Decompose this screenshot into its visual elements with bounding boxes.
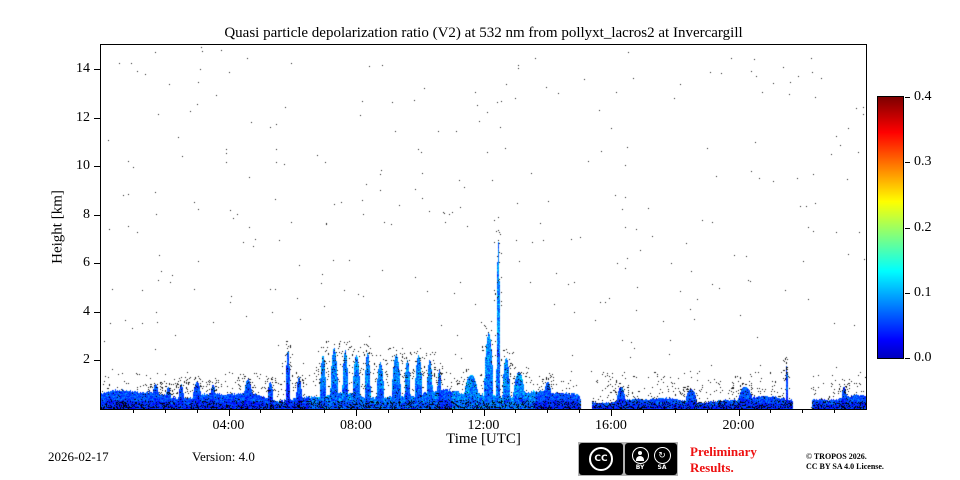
x-tick-mark [483, 410, 485, 416]
x-minor-tick-mark [196, 410, 198, 413]
x-minor-tick-mark [834, 410, 836, 413]
x-tick-label: 12:00 [467, 418, 500, 433]
x-tick-mark [738, 410, 740, 416]
x-minor-tick-mark [802, 410, 804, 413]
x-minor-tick-mark [579, 410, 581, 413]
x-minor-tick-mark [132, 410, 134, 413]
y-tick-mark [94, 263, 100, 265]
preliminary-line1: Preliminary [690, 444, 757, 459]
copyright-line1: © TROPOS 2026. [806, 452, 867, 461]
plot-area [100, 44, 867, 410]
y-tick-mark [94, 69, 100, 71]
cc-by-icon [631, 447, 649, 464]
colorbar-tick-mark [905, 227, 910, 229]
x-minor-tick-mark [164, 410, 166, 413]
x-tick-mark [356, 410, 357, 416]
cc-license-badge: CC BY ↻ SA [578, 442, 678, 476]
x-minor-tick-mark [419, 410, 421, 413]
preliminary-results-note: Preliminary Results. [690, 444, 757, 476]
x-minor-tick-mark [770, 410, 772, 413]
x-tick-label: 16:00 [595, 418, 627, 433]
y-tick-label: 14 [76, 61, 90, 77]
heatmap-canvas [101, 45, 866, 409]
colorbar-tick-mark [905, 162, 910, 164]
x-minor-tick-mark [706, 410, 708, 413]
cc-sa-column: ↻ SA [653, 447, 671, 471]
colorbar-tick-label: 0.3 [914, 154, 932, 170]
cc-logo-box: CC [579, 443, 623, 475]
y-tick-mark [94, 166, 100, 168]
cc-by-label: BY [635, 464, 645, 471]
y-tick-label: 10 [76, 158, 90, 174]
x-minor-tick-mark [674, 410, 676, 413]
copyright-note: © TROPOS 2026. CC BY SA 4.0 License. [806, 452, 884, 473]
cc-by-sa-box: BY ↻ SA [625, 443, 677, 475]
colorbar-tick-label: 0.1 [914, 284, 932, 300]
version-label: Version: 4.0 [192, 449, 255, 464]
y-tick-mark [94, 311, 100, 313]
copyright-line2: CC BY SA 4.0 License. [806, 462, 884, 472]
y-tick-label: 6 [83, 255, 90, 271]
y-tick-label: 8 [83, 206, 90, 222]
cc-sa-icon: ↻ [653, 447, 671, 464]
cc-by-person-body [636, 455, 644, 461]
date-label: 2026-02-17 [48, 449, 109, 464]
x-tick-label: 08:00 [340, 418, 372, 433]
y-axis-label: Height [km] [49, 190, 66, 264]
x-tick-label: 04:00 [212, 418, 245, 433]
y-tick-mark [94, 214, 100, 216]
colorbar-canvas [878, 97, 903, 358]
x-minor-tick-mark [292, 410, 294, 413]
colorbar-tick-label: 0.4 [914, 89, 932, 104]
x-tick-mark [611, 410, 612, 416]
chart-title: Quasi particle depolarization ratio (V2)… [224, 25, 743, 41]
y-tick-mark [94, 117, 100, 119]
colorbar-tick-label: 0.2 [914, 219, 932, 235]
x-minor-tick-mark [387, 410, 389, 413]
x-minor-tick-mark [260, 410, 262, 413]
x-minor-tick-mark [324, 410, 326, 413]
colorbar-tick-mark [905, 97, 910, 98]
cc-by-column: BY [631, 447, 649, 471]
colorbar-tick-label: 0.0 [914, 350, 932, 365]
colorbar-tick-mark [905, 292, 910, 294]
y-tick-label: 2 [83, 352, 90, 368]
x-minor-tick-mark [515, 410, 517, 413]
cc-by-person-head [638, 450, 642, 455]
colorbar-tick-mark [905, 358, 910, 359]
x-tick-label: 20:00 [722, 418, 755, 433]
cc-icon: CC [589, 447, 613, 471]
y-tick-label: 12 [76, 109, 90, 125]
x-tick-mark [228, 410, 230, 416]
cc-sa-label: SA [657, 464, 667, 471]
y-tick-mark [94, 360, 100, 362]
x-minor-tick-mark [642, 410, 644, 413]
x-minor-tick-mark [547, 410, 549, 413]
x-axis-label: Time [UTC] [446, 431, 521, 447]
preliminary-line2: Results. [690, 460, 734, 475]
y-tick-label: 4 [83, 303, 90, 319]
x-minor-tick-mark [451, 410, 453, 413]
colorbar [877, 96, 904, 359]
